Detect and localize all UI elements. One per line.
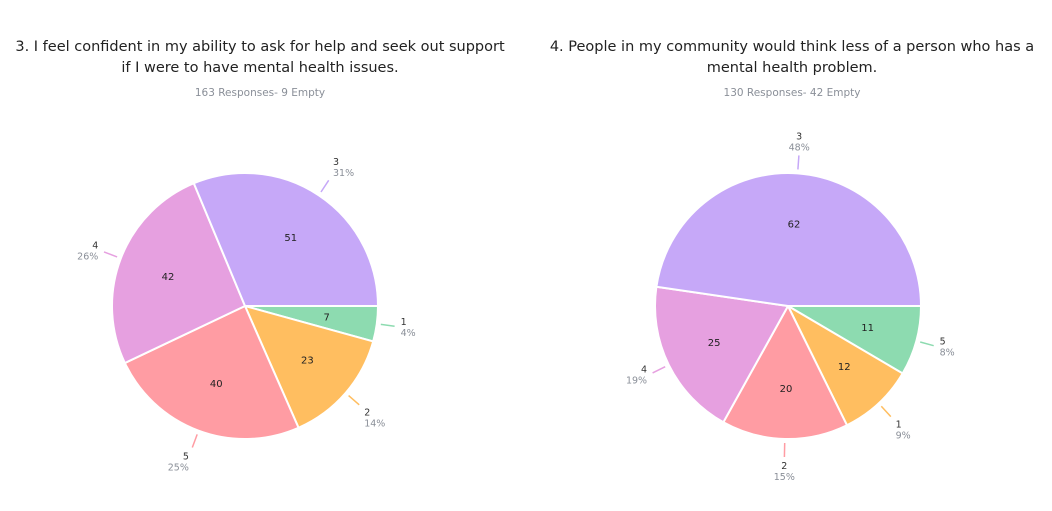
chart-subtitle: 163 Responses- 9 Empty	[194, 87, 326, 99]
slice-value-label: 12	[838, 362, 851, 373]
slice-value-label: 51	[284, 233, 297, 244]
slice-percent-label: 9%	[896, 431, 911, 442]
pie-slice-2	[243, 304, 375, 430]
slice-category-label: 4	[92, 241, 98, 252]
slice-category-label: 5	[183, 451, 189, 462]
leader-line	[348, 395, 360, 406]
slice-value-label: 23	[301, 355, 314, 366]
leader-line	[191, 434, 198, 448]
slice-value-label: 40	[210, 379, 223, 390]
slice-percent-label: 8%	[940, 348, 955, 359]
slice-percent-label: 31%	[333, 168, 354, 179]
slice-category-label: 1	[401, 317, 407, 328]
chart-subtitle: 130 Responses- 42 Empty	[723, 87, 861, 99]
slice-percent-label: 26%	[77, 252, 98, 263]
slice-value-label: 25	[708, 338, 721, 349]
pie-slice-5	[123, 304, 300, 440]
slice-category-label: 3	[796, 131, 802, 142]
slice-value-label: 62	[788, 219, 801, 230]
slice-value-label: 20	[780, 384, 793, 395]
slice-percent-label: 19%	[626, 376, 647, 387]
slice-category-label: 5	[940, 337, 946, 348]
slice-percent-label: 25%	[168, 462, 189, 473]
slice-category-label: 1	[896, 420, 902, 431]
leader-line	[652, 366, 666, 374]
slice-value-label: 42	[162, 272, 175, 283]
pie-slice-1	[785, 303, 905, 427]
leader-line	[920, 341, 934, 347]
chart-title: 4. People in my community would think le…	[549, 39, 1035, 76]
pie-slice-2	[721, 303, 849, 440]
chart-panel-q3: 3. I feel confident in my ability to ask…	[0, 0, 520, 511]
leader-line	[880, 405, 892, 418]
slice-value-label: 11	[861, 323, 874, 334]
leader-line	[380, 323, 395, 328]
slice-percent-label: 14%	[364, 418, 385, 429]
leader-line	[797, 155, 800, 170]
leader-line	[320, 179, 330, 193]
slice-value-label: 7	[324, 313, 330, 324]
pie-slice-3	[192, 172, 380, 307]
chart-title: 3. I feel confident in my ability to ask…	[15, 39, 505, 76]
slice-category-label: 3	[333, 157, 339, 168]
slice-category-label: 4	[641, 365, 647, 376]
slice-category-label: 2	[364, 407, 370, 418]
slice-percent-label: 4%	[401, 328, 416, 339]
pie-slice-4	[654, 285, 790, 424]
pie-slice-3	[655, 172, 923, 307]
slice-percent-label: 15%	[774, 472, 795, 483]
slice-category-label: 2	[781, 461, 787, 472]
slice-percent-label: 48%	[789, 142, 810, 153]
leader-line	[103, 251, 118, 258]
chart-panel-q4: 4. People in my community would think le…	[532, 0, 1052, 511]
